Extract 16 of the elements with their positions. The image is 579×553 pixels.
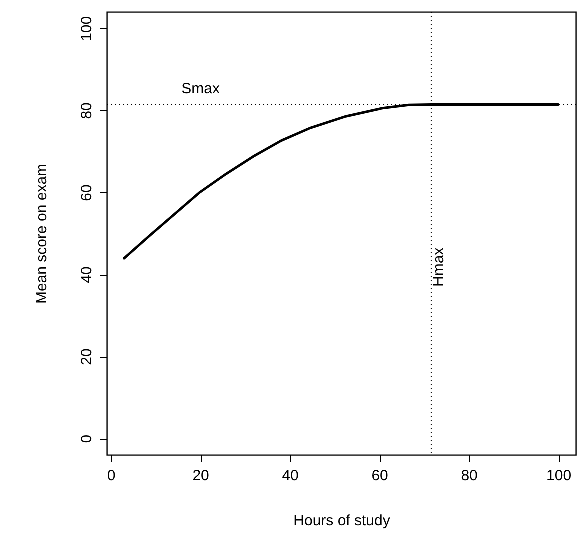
x-tick-label: 20 [192,468,210,484]
ref-line-label: Smax [182,80,220,98]
x-tick-label: 40 [282,468,299,484]
x-tick-label: 60 [372,468,388,484]
y-axis-title: Mean score on exam [34,164,50,304]
ref-line-label: Hmax [430,247,448,287]
y-tick-label: 40 [78,266,96,284]
y-tick-label: 60 [78,184,96,202]
x-axis-title: Hours of study [294,512,391,530]
x-tick-label: 0 [107,468,116,484]
y-tick-label: 100 [78,16,96,42]
x-tick-label: 100 [546,468,572,484]
y-tick-label: 0 [78,434,96,444]
y-tick-label: 20 [78,348,96,366]
x-tick-label: 80 [461,468,478,484]
y-tick-label: 80 [78,102,96,120]
